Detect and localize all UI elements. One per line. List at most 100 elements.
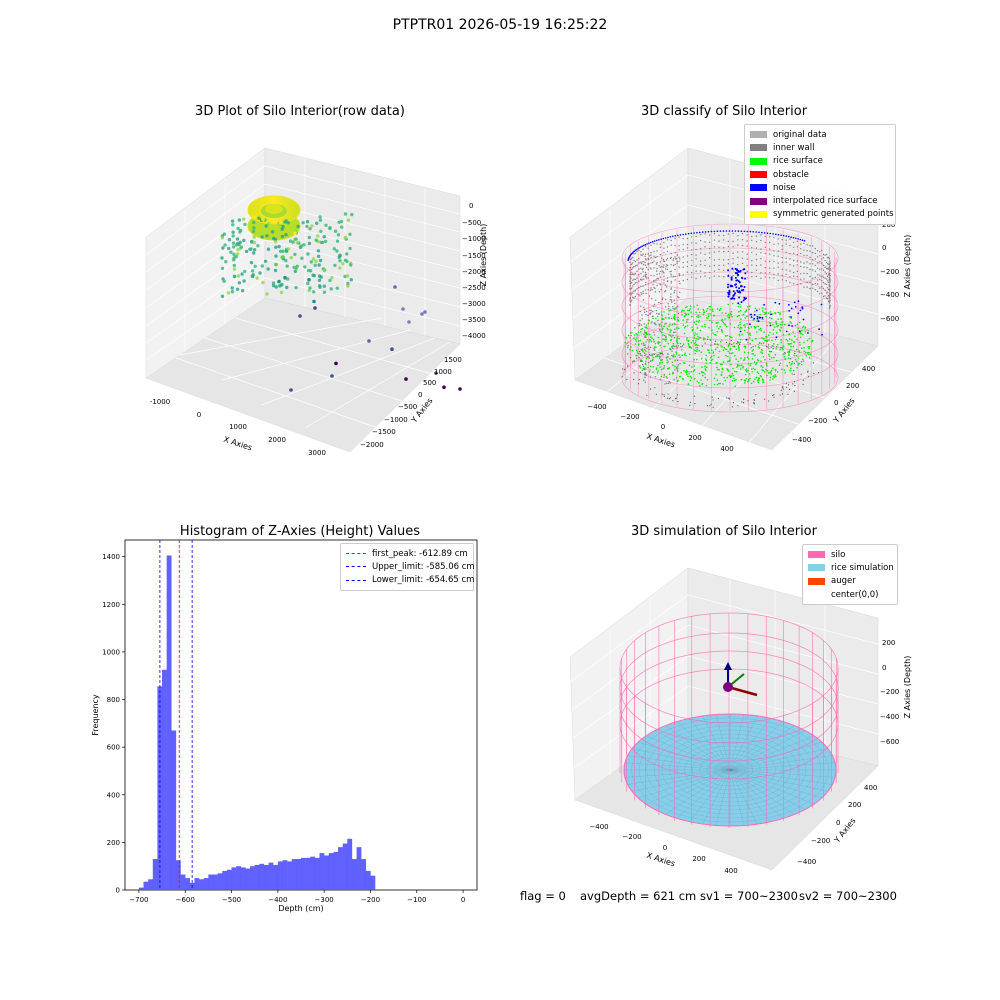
plot1-ticks: -1000 0 1000 2000 3000 X Axies 1500 1000… — [150, 202, 488, 457]
histogram-bar — [254, 865, 260, 890]
plot2-surface-point — [677, 320, 680, 322]
plot2-surface-point — [744, 357, 746, 359]
legend-label: Lower_limit: -654.65 cm — [372, 575, 475, 586]
plot2-surface-point — [687, 309, 689, 312]
plot4-mesh-ring — [676, 741, 784, 799]
plot2-wall-point — [671, 354, 673, 357]
legend-item: rice surface — [750, 155, 890, 168]
plot2-surface-point — [687, 313, 690, 316]
plot2-surface-point — [754, 327, 756, 329]
plot2-noise-point — [662, 237, 665, 240]
plot1-point — [345, 274, 350, 278]
plot2-surface-point — [713, 333, 716, 336]
plot2-wall-point — [819, 260, 821, 263]
plot2-wall-point — [673, 291, 675, 294]
plot2-wall-point — [655, 299, 657, 301]
plot2-noise-point — [744, 277, 746, 280]
plot2-wall-point — [807, 370, 809, 372]
plot2-noise-point — [818, 328, 820, 331]
plot2-surface-point — [645, 360, 647, 363]
plot2-surface-point — [770, 346, 773, 349]
plot2-surface-point — [750, 362, 752, 365]
plot2-surface-point — [700, 357, 703, 360]
legend-swatch — [750, 157, 767, 165]
plot1-point — [343, 235, 348, 240]
plot1-point — [261, 217, 265, 221]
plot2-surface-point — [688, 344, 690, 346]
plot2-wall-point — [764, 252, 766, 255]
plot2-surface-point — [674, 359, 676, 362]
plot2-wall-point — [632, 267, 634, 269]
plot2-noise-point — [731, 285, 734, 288]
plot2-surface-point — [705, 354, 707, 357]
plot2-surface-point — [732, 345, 734, 348]
plot2-wall-point — [673, 331, 675, 334]
plot2-wall-point — [671, 361, 674, 363]
plot2-wall-point — [664, 291, 666, 293]
plot2-surface-point — [701, 374, 704, 377]
plot2-wall-point — [644, 354, 646, 357]
plot2-surface-point — [762, 366, 764, 369]
plot2-wall-point — [643, 306, 645, 309]
plot2-surface-point — [719, 340, 722, 343]
plot2-surface-point — [694, 332, 696, 334]
plot2-wall-point — [640, 324, 643, 326]
histogram-bar — [231, 867, 237, 890]
plot2-wall-point — [667, 393, 669, 395]
plot2-surface-point — [677, 379, 679, 382]
plot2-wall-point — [626, 378, 628, 381]
plot2-surface-point — [774, 370, 777, 372]
plot2-wall-point — [781, 274, 783, 277]
plot2-noise-point — [770, 313, 772, 316]
plot2-wall-point — [755, 258, 758, 261]
plot2-wall-point — [822, 287, 825, 289]
plot2-surface-point — [679, 356, 681, 359]
plot2-wall-point — [668, 380, 671, 383]
plot2-noise-point — [704, 231, 707, 233]
plot2-surface-point — [801, 329, 803, 332]
plot2-wall-point — [640, 305, 642, 307]
plot2-surface-point — [725, 348, 728, 351]
plot2-noise-point — [737, 302, 740, 305]
plot2-surface-point — [673, 322, 676, 325]
plot1-point — [300, 256, 304, 260]
plot2-surface-point — [665, 336, 667, 339]
plot2-wall-point — [631, 268, 633, 271]
plot2-surface-point — [736, 366, 738, 369]
plot2-surface-point — [730, 352, 733, 355]
plot2-surface-point — [690, 347, 693, 349]
plot2-wall-point — [711, 396, 713, 398]
plot2-wall-point — [695, 242, 697, 244]
plot2-surface-point — [661, 331, 663, 334]
plot2-wall-point — [746, 234, 748, 236]
legend-swatch — [750, 210, 767, 218]
plot2-noise-point — [727, 269, 730, 272]
plot2-surface-point — [796, 323, 799, 326]
plot1-point — [270, 219, 274, 223]
plot2-wall-point — [709, 405, 711, 407]
plot2-wall-point — [768, 348, 770, 350]
plot2-wall-point — [644, 264, 647, 266]
plot2-surface-point — [734, 385, 736, 388]
plot2-surface-point — [689, 305, 692, 307]
plot2-wall-point — [672, 264, 675, 267]
plot1-point — [309, 260, 313, 264]
plot1-point — [280, 282, 284, 287]
plot2-wall-point — [645, 313, 647, 316]
plot2-noise-point — [727, 283, 730, 286]
histogram-bar — [240, 867, 246, 890]
plot2-surface-point — [779, 313, 781, 316]
plot1-point — [339, 219, 344, 224]
plot2-wall-point — [793, 259, 795, 262]
plot2-wall-point — [661, 265, 663, 268]
plot2-surface-point — [685, 313, 688, 316]
plot2-wall-point — [824, 254, 826, 256]
plot2-wall-point — [682, 274, 684, 276]
plot2-wall-point — [659, 283, 661, 285]
plot1-point — [264, 224, 268, 228]
plot2-wall-point — [773, 277, 775, 279]
plot2-surface-point — [779, 362, 782, 365]
plot2-surface-point — [783, 345, 785, 348]
plot2-surface-point — [651, 355, 653, 357]
plot2-surface-point — [772, 333, 774, 335]
